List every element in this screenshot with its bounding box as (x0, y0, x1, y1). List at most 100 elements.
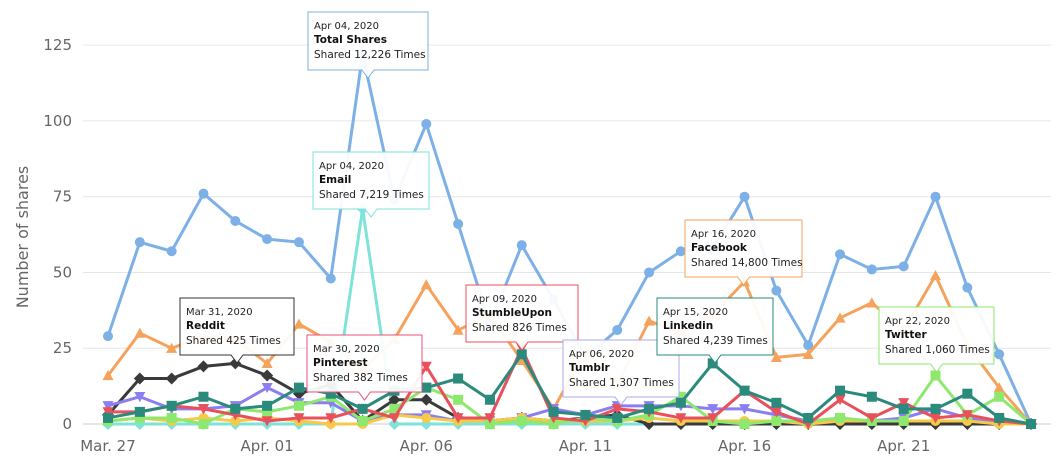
tooltip-facebook: Apr 16, 2020 Facebook Shared 14,800 Times (684, 219, 803, 286)
y-tick-label: 0 (62, 415, 72, 433)
x-tick-label: Apr. 21 (877, 437, 930, 455)
data-point-facebook (261, 357, 273, 369)
data-point-linkedin (357, 403, 368, 414)
data-point-twitter (293, 400, 304, 411)
data-point-total-shares (962, 282, 973, 293)
tooltip-series-name: Total Shares (314, 34, 387, 46)
x-tick-label: Apr. 16 (718, 437, 771, 455)
tooltip-pinterest: Mar 30, 2020 Pinterest Shared 382 Times (306, 334, 423, 401)
data-point-facebook (516, 354, 528, 366)
tooltip-value: Shared 382 Times (313, 372, 408, 384)
data-point-linkedin (803, 412, 814, 423)
data-point-facebook (293, 318, 305, 329)
data-point-linkedin (707, 358, 718, 369)
data-point-total-shares (516, 240, 527, 251)
data-point-total-shares (103, 331, 113, 342)
series-line-stumbleupon (106, 346, 1033, 426)
tooltip-value: Shared 7,219 Times (319, 189, 424, 201)
tooltip-box (684, 219, 803, 286)
tooltip-date: Mar 30, 2020 (313, 344, 380, 355)
data-point-facebook (834, 312, 846, 323)
data-point-twitter (548, 419, 559, 429)
tooltip-date: Apr 04, 2020 (319, 161, 384, 172)
tooltip-date: Apr 15, 2020 (663, 307, 728, 318)
data-point-linkedin (262, 400, 273, 411)
data-point-twitter (198, 419, 209, 429)
data-point-linkedin (421, 382, 432, 393)
data-point-linkedin (739, 385, 750, 396)
data-point-reddit (388, 393, 401, 406)
data-point-stumbleupon (293, 413, 305, 424)
data-point-linkedin (230, 403, 241, 414)
data-point-tumblr (325, 419, 336, 429)
data-point-twitter (994, 391, 1005, 402)
tooltip-tumblr: Apr 06, 2020 Tumblr Shared 1,307 Times (562, 339, 680, 406)
data-point-total-shares (325, 273, 336, 284)
data-point-twitter (134, 412, 145, 423)
axes: Number of shares 0 25 50 75 100 125 Mar. 27 Apr… (13, 36, 1051, 455)
data-point-pinterest (102, 401, 114, 412)
data-point-linkedin (548, 406, 559, 417)
series-line-twitter (106, 374, 1033, 426)
data-point-facebook (166, 342, 178, 353)
tooltip-value: Shared 425 Times (186, 335, 281, 347)
data-point-reddit (133, 372, 146, 385)
data-point-linkedin (103, 412, 113, 423)
tooltip-box (179, 297, 295, 364)
data-point-linkedin (293, 382, 304, 393)
tooltip-series-name: StumbleUpon (472, 307, 552, 319)
y-tick-label: 50 (53, 263, 72, 281)
data-point-stumbleupon (834, 395, 846, 406)
tooltips: Apr 04, 2020 Total Shares Shared 12,226 Ti… (179, 11, 995, 406)
data-point-pinterest (707, 404, 719, 415)
tooltip-series-name: Facebook (691, 242, 748, 254)
data-point-total-shares (739, 191, 750, 202)
data-point-total-shares (771, 285, 782, 296)
data-point-stumbleupon (452, 413, 464, 424)
tooltip-series-name: Pinterest (313, 357, 367, 369)
y-tick-label: 25 (53, 339, 72, 357)
data-point-twitter (389, 403, 400, 414)
tooltip-stumbleupon: Apr 09, 2020 StumbleUpon Shared 826 Times (465, 284, 579, 351)
data-point-linkedin (484, 394, 495, 405)
tooltip-series-name: Email (319, 174, 351, 186)
tooltip-value: Shared 1,307 Times (569, 377, 674, 389)
data-point-linkedin (771, 397, 782, 408)
data-point-linkedin (835, 385, 846, 396)
data-point-linkedin (930, 403, 941, 414)
y-axis-title: Number of shares (13, 166, 32, 309)
tooltip-total-shares: Apr 04, 2020 Total Shares Shared 12,226 Ti… (307, 11, 429, 79)
data-point-stumbleupon (930, 413, 942, 424)
tooltip-value: Shared 12,226 Times (314, 49, 426, 61)
tooltip-date: Apr 22, 2020 (885, 316, 950, 327)
data-point-facebook (866, 297, 878, 308)
data-point-facebook (770, 351, 782, 362)
data-point-stumbleupon (611, 404, 623, 415)
data-point-stumbleupon (325, 413, 337, 424)
tooltip-series-name: Reddit (186, 320, 225, 332)
y-tick-label: 100 (43, 112, 72, 130)
data-point-total-shares (835, 249, 846, 260)
data-point-stumbleupon (484, 413, 496, 424)
data-point-facebook (452, 324, 464, 335)
data-point-twitter (516, 415, 527, 426)
tooltip-date: Apr 06, 2020 (569, 349, 634, 360)
data-point-total-shares (644, 267, 655, 278)
data-point-twitter (484, 419, 495, 429)
tooltip-series-name: Tumblr (569, 362, 611, 374)
tooltip-value: Shared 826 Times (472, 322, 567, 334)
tooltip-email: Apr 04, 2020 Email Shared 7,219 Times (312, 151, 430, 218)
data-point-total-shares (198, 188, 209, 199)
data-point-linkedin (644, 403, 655, 414)
tooltip-reddit: Mar 31, 2020 Reddit Shared 425 Times (179, 297, 295, 364)
data-point-facebook (802, 348, 814, 359)
data-point-linkedin (453, 373, 464, 384)
tooltip-date: Apr 16, 2020 (691, 229, 756, 240)
data-point-reddit (165, 372, 178, 385)
tooltip-box (656, 297, 774, 364)
data-point-total-shares (866, 264, 877, 275)
data-point-linkedin (994, 412, 1005, 423)
data-point-pinterest (134, 392, 146, 403)
data-point-twitter (675, 391, 686, 402)
